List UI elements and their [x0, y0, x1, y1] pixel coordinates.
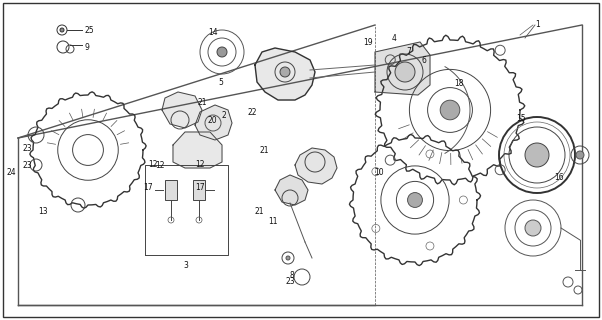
- Text: 15: 15: [516, 114, 526, 123]
- Text: 17: 17: [195, 182, 205, 191]
- Polygon shape: [195, 105, 232, 140]
- Text: 6: 6: [422, 55, 427, 65]
- Text: 23: 23: [286, 277, 296, 286]
- Text: 23: 23: [22, 161, 32, 170]
- Bar: [193, 180, 205, 200]
- Text: 21: 21: [197, 98, 206, 107]
- Polygon shape: [275, 175, 308, 205]
- Polygon shape: [162, 92, 202, 128]
- Text: 17: 17: [143, 182, 153, 191]
- Text: 23: 23: [22, 143, 32, 153]
- Circle shape: [525, 143, 549, 167]
- Text: 4: 4: [392, 34, 397, 43]
- Text: 21: 21: [255, 207, 264, 217]
- Circle shape: [576, 151, 584, 159]
- Text: 14: 14: [208, 28, 218, 36]
- Polygon shape: [375, 42, 430, 95]
- Text: 19: 19: [363, 37, 373, 46]
- Text: 10: 10: [374, 167, 383, 177]
- Circle shape: [60, 28, 64, 32]
- Text: 1: 1: [535, 20, 540, 28]
- Text: 11: 11: [268, 218, 278, 227]
- Text: 25: 25: [84, 26, 94, 35]
- Text: 20: 20: [208, 116, 218, 124]
- Circle shape: [440, 100, 460, 120]
- Bar: [165, 180, 177, 200]
- Text: 7: 7: [406, 46, 411, 55]
- Circle shape: [525, 220, 541, 236]
- Text: 5: 5: [218, 77, 223, 86]
- Text: 13: 13: [38, 207, 48, 217]
- Circle shape: [217, 47, 227, 57]
- Text: 12: 12: [155, 161, 164, 170]
- Circle shape: [286, 256, 290, 260]
- Polygon shape: [173, 132, 222, 168]
- Polygon shape: [255, 48, 315, 100]
- Circle shape: [280, 67, 290, 77]
- Circle shape: [395, 62, 415, 82]
- Text: 16: 16: [554, 172, 563, 181]
- Text: 22: 22: [248, 108, 258, 116]
- Text: 18: 18: [454, 78, 464, 87]
- Polygon shape: [295, 148, 337, 184]
- Text: 8: 8: [290, 270, 295, 279]
- Circle shape: [408, 193, 423, 207]
- Text: 3: 3: [183, 260, 188, 269]
- Text: 12: 12: [148, 159, 158, 169]
- Text: 9: 9: [84, 43, 89, 52]
- Text: 2: 2: [222, 110, 227, 119]
- Text: 12: 12: [195, 159, 205, 169]
- Text: 21: 21: [260, 146, 270, 155]
- Text: 24: 24: [6, 167, 16, 177]
